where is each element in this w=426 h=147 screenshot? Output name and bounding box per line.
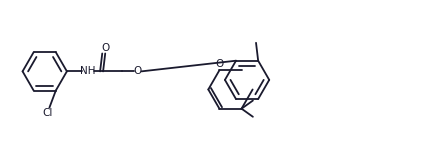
Text: Cl: Cl (42, 108, 52, 118)
Text: O: O (133, 66, 141, 76)
Text: O: O (215, 59, 224, 69)
Text: NH: NH (80, 66, 95, 76)
Text: O: O (101, 43, 109, 53)
